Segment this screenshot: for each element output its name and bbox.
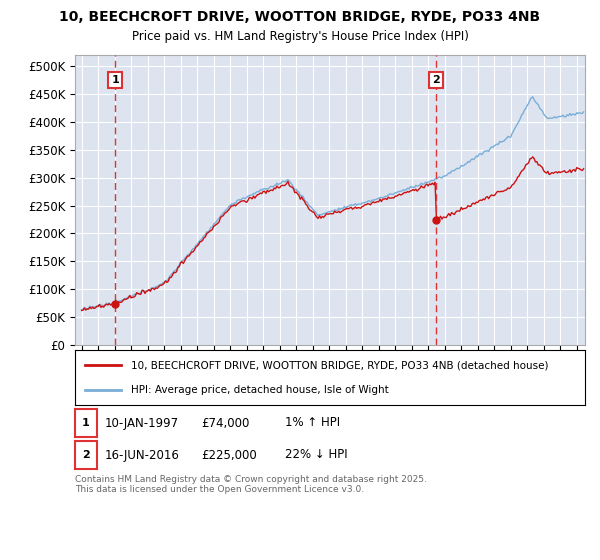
Text: 1% ↑ HPI: 1% ↑ HPI	[285, 417, 340, 430]
Text: 2: 2	[82, 450, 90, 460]
Text: HPI: Average price, detached house, Isle of Wight: HPI: Average price, detached house, Isle…	[131, 385, 389, 395]
Text: £74,000: £74,000	[201, 417, 250, 430]
Text: 22% ↓ HPI: 22% ↓ HPI	[285, 449, 347, 461]
Text: 1: 1	[112, 75, 119, 85]
Text: £225,000: £225,000	[201, 449, 257, 461]
Text: Price paid vs. HM Land Registry's House Price Index (HPI): Price paid vs. HM Land Registry's House …	[131, 30, 469, 43]
Text: 2: 2	[432, 75, 440, 85]
Text: 10, BEECHCROFT DRIVE, WOOTTON BRIDGE, RYDE, PO33 4NB (detached house): 10, BEECHCROFT DRIVE, WOOTTON BRIDGE, RY…	[131, 361, 548, 370]
Text: 1: 1	[82, 418, 90, 428]
Text: 16-JUN-2016: 16-JUN-2016	[105, 449, 180, 461]
Text: 10-JAN-1997: 10-JAN-1997	[105, 417, 179, 430]
Text: Contains HM Land Registry data © Crown copyright and database right 2025.
This d: Contains HM Land Registry data © Crown c…	[75, 475, 427, 494]
Text: 10, BEECHCROFT DRIVE, WOOTTON BRIDGE, RYDE, PO33 4NB: 10, BEECHCROFT DRIVE, WOOTTON BRIDGE, RY…	[59, 10, 541, 24]
